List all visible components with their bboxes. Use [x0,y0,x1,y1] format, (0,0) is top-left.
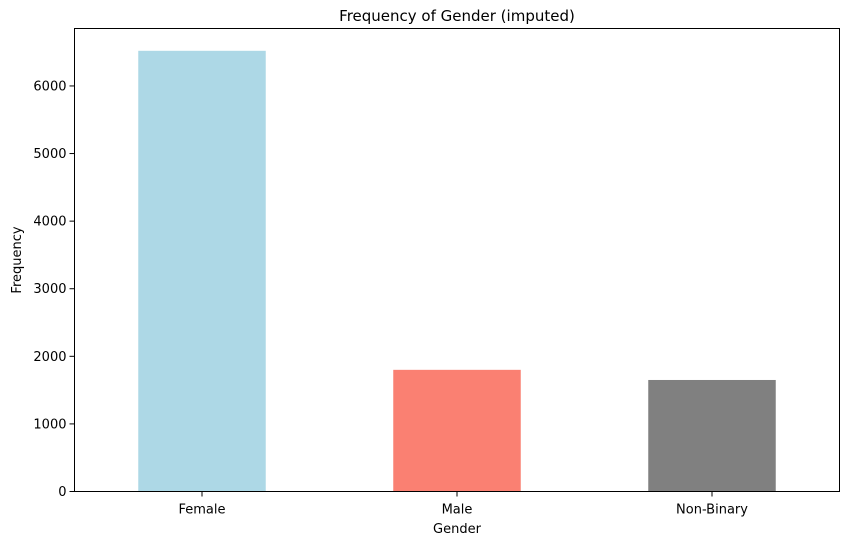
x-tick-label: Female [178,503,225,518]
y-tick-label: 0 [58,485,66,500]
y-tick-label: 1000 [33,417,66,432]
x-tick-label: Non-Binary [676,503,748,518]
y-tick-label: 4000 [33,215,66,230]
x-axis: Female Male Non-Binary [178,491,748,518]
bar-male [393,369,521,492]
plot-frame [74,28,840,492]
bar-female [138,50,266,492]
bars-group [138,50,776,492]
y-tick-label: 6000 [33,79,66,94]
y-axis: 0 1000 2000 3000 4000 5000 6000 [33,79,75,500]
chart-title: Frequency of Gender (imputed) [339,7,575,25]
bar-non-binary [648,379,776,492]
x-axis-title: Gender [433,522,482,537]
y-tick-label: 3000 [33,282,66,297]
x-tick-label: Male [442,503,473,518]
y-tick-label: 5000 [33,147,66,162]
y-tick-label: 2000 [33,350,66,365]
y-axis-title: Frequency [10,226,25,293]
